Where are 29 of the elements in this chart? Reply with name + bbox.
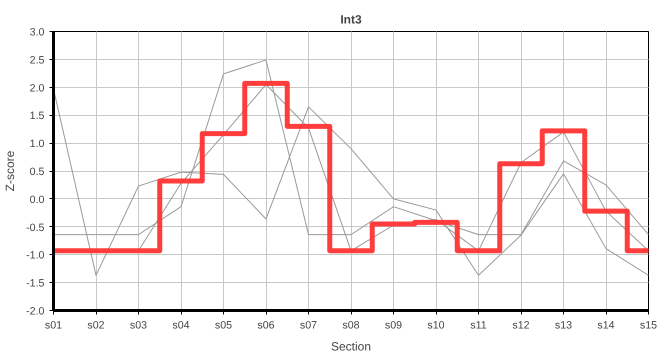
x-tick-label: s08 (342, 320, 360, 332)
x-tick-label: s07 (300, 320, 318, 332)
y-tick-label: -1.0 (26, 250, 45, 262)
x-tick-label: s05 (214, 320, 232, 332)
y-tick-label: 2.0 (30, 82, 45, 94)
y-tick-label: 1.0 (30, 138, 45, 150)
x-tick-label: s12 (512, 320, 530, 332)
x-tick-label: s06 (257, 320, 275, 332)
y-tick-label: 1.5 (30, 110, 45, 122)
x-tick-label: s11 (470, 320, 487, 332)
x-tick-label: s01 (44, 320, 62, 332)
x-tick-label: s09 (384, 320, 402, 332)
y-tick-label: -0.5 (26, 222, 45, 234)
y-tick-label: -1.5 (26, 278, 45, 290)
x-axis-title: Section (330, 340, 372, 354)
y-tick-label: 0.0 (30, 194, 45, 206)
y-axis-title: Z-score (3, 150, 18, 192)
x-tick-label: s04 (172, 320, 190, 332)
y-tick-label: 0.5 (30, 166, 45, 178)
x-tick-label: s15 (640, 320, 658, 332)
y-tick-label: 3.0 (30, 26, 45, 38)
x-tick-label: s14 (597, 320, 615, 332)
y-tick-label: 2.5 (30, 54, 45, 66)
chart-title: Int3 (340, 12, 362, 26)
x-tick-label: s13 (554, 320, 572, 332)
x-tick-label: s10 (427, 320, 445, 332)
x-tick-label: s03 (130, 320, 148, 332)
y-tick-label: -2.0 (26, 306, 45, 318)
x-tick-label: s02 (87, 320, 105, 332)
